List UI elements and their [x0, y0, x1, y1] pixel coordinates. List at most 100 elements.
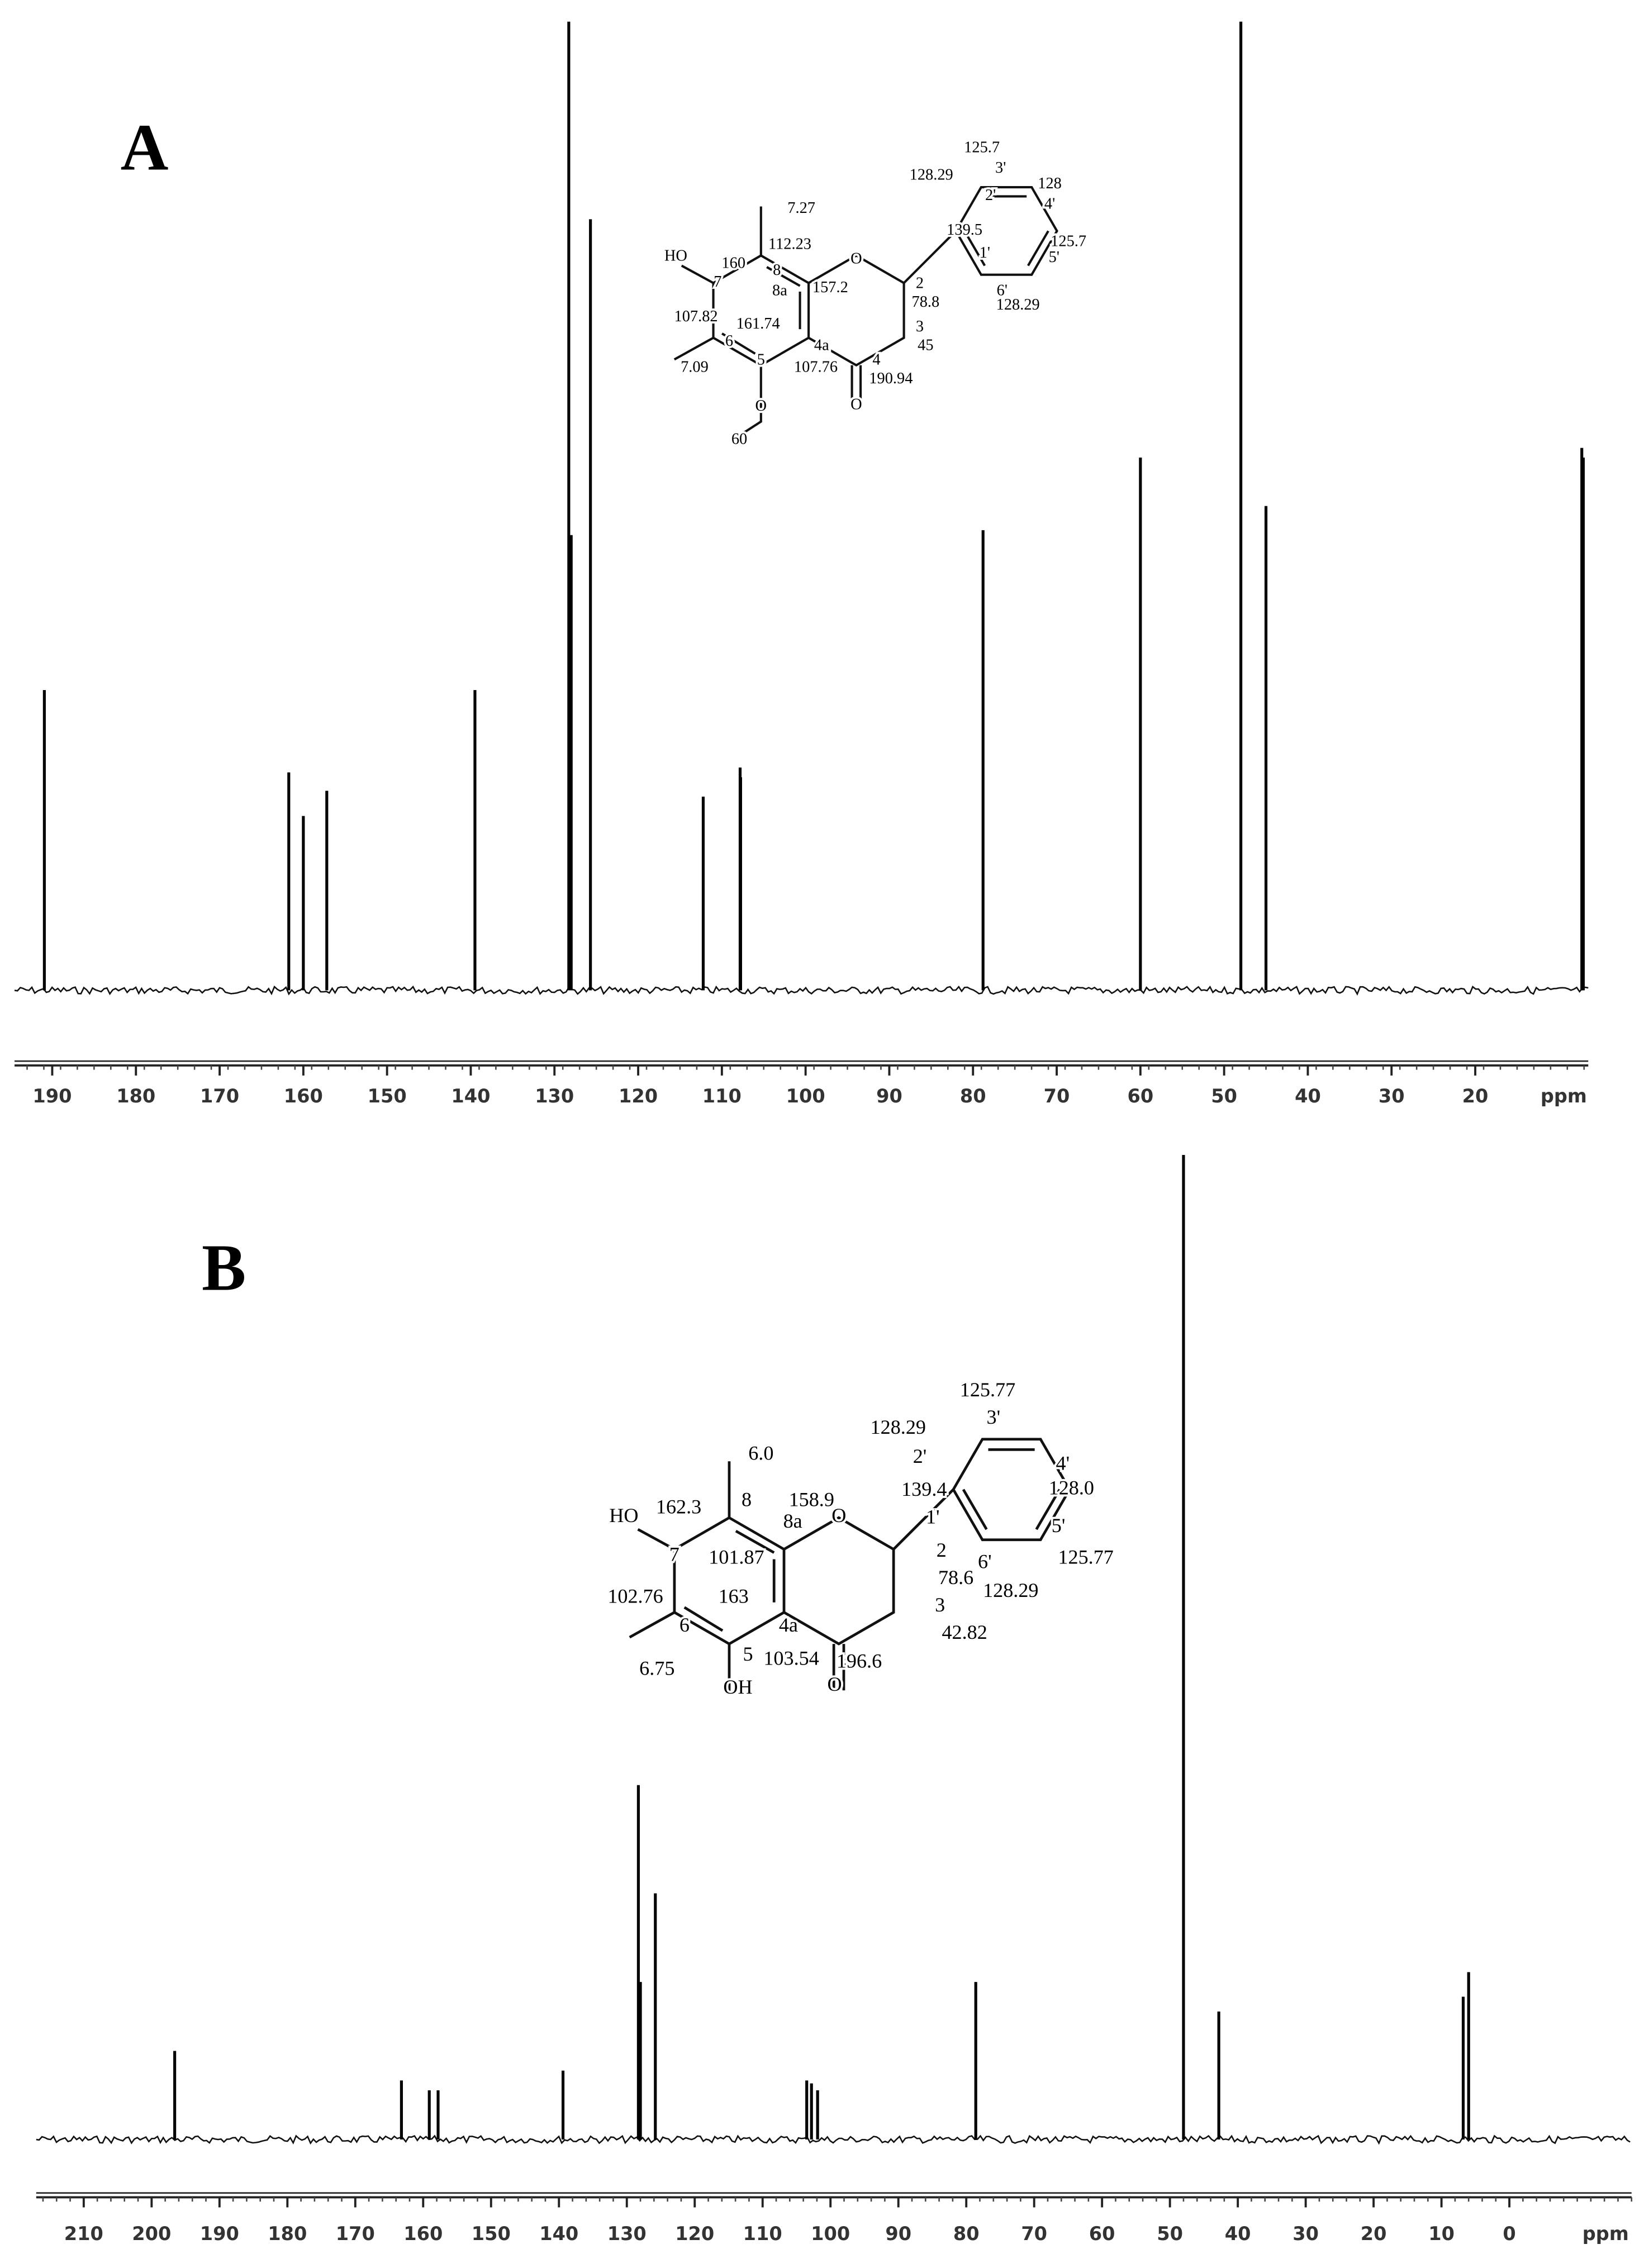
annotation: 42.82 [942, 1621, 987, 1643]
annotation: 162.3 [656, 1495, 701, 1518]
annotation: 6.75 [639, 1657, 674, 1680]
x-tick-label: 150 [368, 1085, 407, 1107]
annotation: 102.76 [607, 1585, 663, 1607]
x-tick-label: 140 [539, 2223, 578, 2245]
annotation: 107.82 [674, 308, 717, 325]
plot-layer: 190 180 170 160 150 140 130 120 110 100 90 80 70 60 50… [14, 21, 1633, 2245]
annotation: 101.87 [709, 1546, 764, 1568]
annotation: 6 [725, 332, 733, 350]
annotation: 1' [980, 244, 990, 261]
x-axis-title: ppm [1541, 1085, 1587, 1107]
annotation: 8a [783, 1510, 802, 1532]
annotation: 190.94 [869, 370, 913, 387]
annotation: 107.76 [794, 358, 838, 375]
annotation: 6' [997, 282, 1008, 299]
annotation: 45 [918, 337, 933, 354]
x-tick-label: 70 [1021, 2223, 1047, 2245]
x-tick-label: 10 [1428, 2223, 1455, 2245]
annotation: 8 [773, 261, 781, 279]
annotation: 4' [1044, 195, 1055, 212]
x-tick-label: 120 [675, 2223, 714, 2245]
x-tick-label: 40 [1225, 2223, 1251, 2245]
annotation: 7 [669, 1543, 679, 1566]
x-tick-label: 90 [876, 1085, 902, 1107]
x-tick-label: 70 [1044, 1085, 1070, 1107]
annotation: 4 [872, 351, 880, 368]
x-tick-label: 20 [1462, 1085, 1489, 1107]
annotation: 163 [719, 1585, 749, 1607]
annotation: 125.77 [960, 1378, 1015, 1401]
x-tick-label: 30 [1379, 1085, 1405, 1107]
annotation: 161.74 [736, 315, 780, 332]
annotation: OH [723, 1676, 752, 1698]
x-tick-label: 140 [451, 1085, 490, 1107]
annotation: 196.6 [837, 1650, 882, 1672]
x-tick-label: 190 [32, 1085, 72, 1107]
x-tick-label: 40 [1295, 1085, 1321, 1107]
annotation: 128.0 [1049, 1477, 1094, 1499]
annotation: 6 [679, 1614, 690, 1636]
annotation: 128.29 [871, 1416, 926, 1438]
annotation: 3' [995, 159, 1006, 177]
annotation: 3' [986, 1406, 1000, 1428]
x-tick-label: 30 [1292, 2223, 1319, 2245]
annotation: O [831, 1504, 846, 1527]
x-tick-label: 180 [116, 1085, 155, 1107]
x-axis-title: ppm [1583, 2223, 1629, 2245]
annotation: 4 [841, 1650, 851, 1672]
baseline-noise [36, 2134, 1631, 2145]
x-tick-label: 60 [1089, 2223, 1115, 2245]
annotation: 7 [714, 273, 721, 291]
annotation: 125.7 [1051, 233, 1086, 250]
annotation: 112.23 [768, 236, 811, 253]
annotation: 125.77 [1058, 1546, 1113, 1568]
x-tick-label: 110 [702, 1085, 742, 1107]
x-tick-label: 80 [960, 1085, 986, 1107]
x-tick-label: 170 [200, 1085, 239, 1107]
annotation: 1' [926, 1505, 940, 1528]
x-tick-label: 200 [132, 2223, 171, 2245]
annotation: 6' [978, 1550, 992, 1572]
x-tick-label: 130 [607, 2223, 647, 2245]
annotation: 8a [772, 282, 787, 299]
annotation: 78.8 [911, 293, 939, 311]
annotation: 5' [1052, 1514, 1066, 1537]
baseline-noise [14, 985, 1589, 996]
x-tick-label: 190 [200, 2223, 239, 2245]
x-tick-label: 160 [403, 2223, 443, 2245]
x-tick-label: 160 [284, 1085, 323, 1107]
annotation: 103.54 [763, 1647, 819, 1670]
annotation: HO [609, 1504, 638, 1527]
annotation: 2 [937, 1539, 947, 1561]
annotation: 3 [935, 1594, 945, 1616]
panel-label: B [202, 1231, 246, 1305]
annotation: 128.29 [910, 167, 953, 184]
x-tick-label: 100 [786, 1085, 825, 1107]
annotation: 2' [985, 187, 996, 204]
x-tick-label: 50 [1157, 2223, 1183, 2245]
x-tick-label: 20 [1361, 2223, 1387, 2245]
x-tick-label: 130 [535, 1085, 574, 1107]
annotation: 8 [742, 1488, 752, 1510]
x-tick-label: 170 [336, 2223, 375, 2245]
x-tick-label: 90 [885, 2223, 911, 2245]
annotation: O [755, 397, 767, 415]
annotation: 4a [779, 1614, 798, 1636]
annotation: 125.7 [964, 139, 1000, 156]
annotation: 139.5 [947, 221, 982, 239]
annotation: 157.2 [812, 279, 848, 296]
annotation: O [850, 250, 862, 268]
x-tick-label: 120 [619, 1085, 658, 1107]
annotation: O [850, 396, 862, 413]
annotation: 2 [916, 275, 924, 292]
x-tick-label: 210 [64, 2223, 103, 2245]
annotation: 128 [1038, 175, 1062, 192]
panel-label: A [121, 111, 169, 184]
annotation: 78.6 [938, 1566, 973, 1589]
x-tick-label: 100 [811, 2223, 850, 2245]
annotation: 128.29 [996, 296, 1040, 313]
annotation: 7.27 [787, 199, 815, 217]
annotation: 4' [1056, 1452, 1070, 1475]
